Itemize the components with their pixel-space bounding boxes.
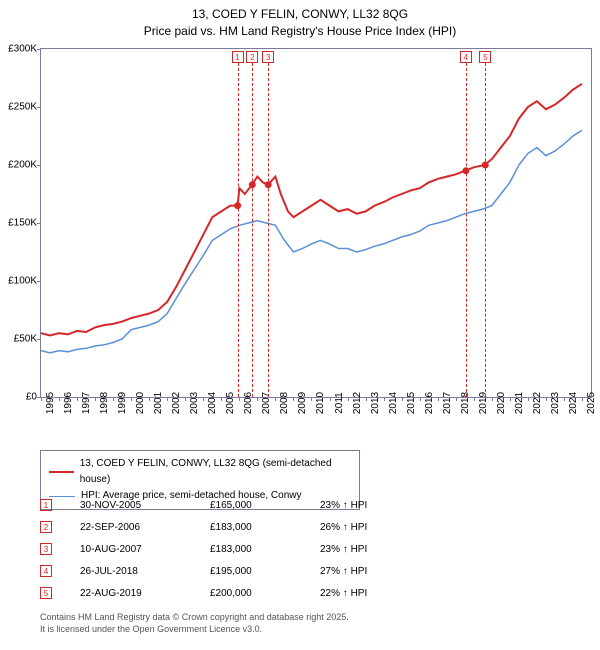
chart-marker: 1 (232, 51, 244, 63)
x-tick-label: 2004 (207, 392, 218, 414)
x-tick-label: 2023 (550, 392, 561, 414)
x-tick-label: 2019 (478, 392, 489, 414)
y-tick-label: £100K (1, 276, 37, 287)
transaction-price: £183,000 (210, 522, 320, 533)
transaction-price: £183,000 (210, 544, 320, 555)
footer-line2: It is licensed under the Open Government… (40, 624, 349, 636)
x-tick-label: 2007 (261, 392, 272, 414)
title-line1: 13, COED Y FELIN, CONWY, LL32 8QG (0, 6, 600, 23)
x-tick-label: 2010 (315, 392, 326, 414)
transaction-row: 2 22-SEP-2006£183,00026% ↑ HPI (40, 516, 580, 538)
transaction-delta: 27% ↑ HPI (320, 566, 430, 577)
y-tick-label: £0 (1, 392, 37, 403)
x-tick-label: 2002 (171, 392, 182, 414)
x-tick-label: 1995 (45, 392, 56, 414)
footer-line1: Contains HM Land Registry data © Crown c… (40, 612, 349, 624)
x-tick-label: 2017 (442, 392, 453, 414)
chart-marker: 5 (479, 51, 491, 63)
x-tick-label: 2024 (568, 392, 579, 414)
x-tick-label: 2009 (297, 392, 308, 414)
transaction-delta: 26% ↑ HPI (320, 522, 430, 533)
x-tick-label: 2012 (352, 392, 363, 414)
y-tick-label: £300K (1, 44, 37, 55)
x-tick-label: 2008 (279, 392, 290, 414)
transaction-delta: 23% ↑ HPI (320, 500, 430, 511)
transaction-row: 4 26-JUL-2018£195,00027% ↑ HPI (40, 560, 580, 582)
transaction-row: 3 10-AUG-2007£183,00023% ↑ HPI (40, 538, 580, 560)
x-tick-label: 2005 (225, 392, 236, 414)
transaction-date: 22-AUG-2019 (80, 588, 210, 599)
chart-marker: 2 (246, 51, 258, 63)
x-tick-label: 2000 (135, 392, 146, 414)
x-tick-label: 2011 (334, 392, 345, 414)
page-root: 13, COED Y FELIN, CONWY, LL32 8QG Price … (0, 0, 600, 650)
legend-item: 13, COED Y FELIN, CONWY, LL32 8QG (semi-… (49, 456, 351, 488)
x-tick-label: 2022 (532, 392, 543, 414)
transaction-row: 5 22-AUG-2019£200,00022% ↑ HPI (40, 582, 580, 604)
x-tick-label: 2016 (424, 392, 435, 414)
x-tick-label: 1997 (81, 392, 92, 414)
x-tick-label: 2020 (496, 392, 507, 414)
chart-marker-line (252, 63, 253, 397)
x-tick-label: 2001 (153, 392, 164, 414)
transaction-date: 22-SEP-2006 (80, 522, 210, 533)
y-tick-label: £250K (1, 102, 37, 113)
transaction-row: 1 30-NOV-2005£165,00023% ↑ HPI (40, 494, 580, 516)
chart-marker-line (485, 63, 486, 397)
y-tick-label: £150K (1, 218, 37, 229)
series-line (41, 84, 582, 336)
chart-marker-line (268, 63, 269, 397)
x-tick-label: 2003 (189, 392, 200, 414)
title-block: 13, COED Y FELIN, CONWY, LL32 8QG Price … (0, 0, 600, 40)
legend-label: 13, COED Y FELIN, CONWY, LL32 8QG (semi-… (80, 456, 351, 488)
x-tick-label: 1996 (63, 392, 74, 414)
transaction-marker: 4 (40, 565, 52, 577)
transaction-price: £165,000 (210, 500, 320, 511)
chart-marker-line (466, 63, 467, 397)
chart-svg (41, 49, 591, 397)
y-tick-label: £200K (1, 160, 37, 171)
transaction-marker: 5 (40, 587, 52, 599)
transaction-price: £195,000 (210, 566, 320, 577)
x-tick-label: 2015 (406, 392, 417, 414)
transaction-marker: 1 (40, 499, 52, 511)
footer: Contains HM Land Registry data © Crown c… (40, 612, 349, 635)
chart-marker: 3 (262, 51, 274, 63)
legend-swatch (49, 471, 74, 473)
x-tick-label: 2021 (514, 392, 525, 414)
transaction-delta: 23% ↑ HPI (320, 544, 430, 555)
transaction-price: £200,000 (210, 588, 320, 599)
transaction-date: 26-JUL-2018 (80, 566, 210, 577)
chart-area: £0£50K£100K£150K£200K£250K£300K199519961… (40, 48, 592, 398)
transactions-table: 130-NOV-2005£165,00023% ↑ HPI222-SEP-200… (40, 494, 580, 604)
chart-marker: 4 (460, 51, 472, 63)
x-tick-label: 2025 (586, 392, 597, 414)
title-line2: Price paid vs. HM Land Registry's House … (0, 23, 600, 40)
transaction-delta: 22% ↑ HPI (320, 588, 430, 599)
transaction-date: 10-AUG-2007 (80, 544, 210, 555)
x-tick-label: 2013 (370, 392, 381, 414)
x-tick-label: 1999 (117, 392, 128, 414)
y-tick-label: £50K (1, 334, 37, 345)
x-tick-label: 1998 (99, 392, 110, 414)
x-tick-label: 2014 (388, 392, 399, 414)
transaction-marker: 3 (40, 543, 52, 555)
chart-marker-line (238, 63, 239, 397)
transaction-marker: 2 (40, 521, 52, 533)
series-line (41, 130, 582, 353)
transaction-date: 30-NOV-2005 (80, 500, 210, 511)
